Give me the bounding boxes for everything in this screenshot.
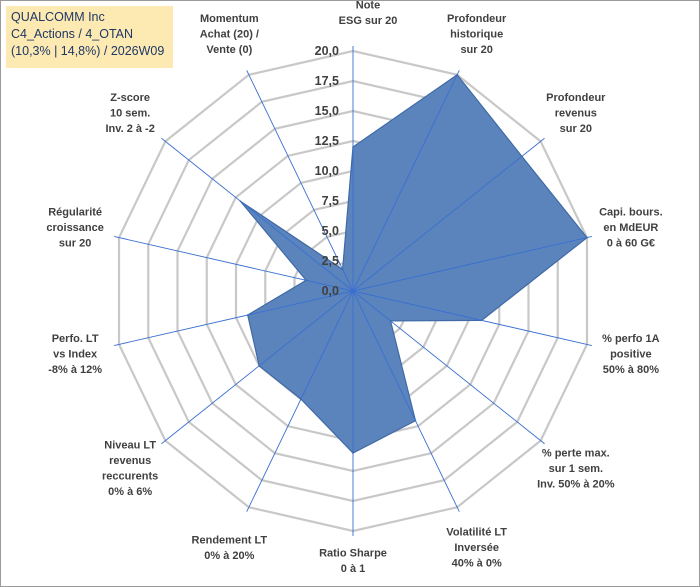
tick-label-2: 5,0 xyxy=(322,224,339,238)
axis-spoke-5 xyxy=(352,290,545,445)
axis-spoke-12 xyxy=(161,137,354,292)
data-point-7 xyxy=(352,452,354,454)
data-point-1 xyxy=(456,73,458,76)
axis-label-line: Perfo. LT xyxy=(52,333,99,345)
axis-spoke-4 xyxy=(352,290,592,346)
axis-spoke-8 xyxy=(246,290,354,512)
axis-label-line: Ratio Sharpe xyxy=(319,548,387,560)
axis-label-line: Profondeur xyxy=(447,13,507,25)
axis-label-line: sur 20 xyxy=(59,237,91,249)
axis-spoke-13 xyxy=(246,70,354,292)
axis-spoke-11 xyxy=(114,236,354,292)
axis-label-line: Profondeur xyxy=(546,92,606,104)
data-point-0 xyxy=(352,146,354,148)
title-stats: (10,3% | 14,8%) / 2026W09 xyxy=(11,44,165,58)
axis-label-3: Capi. bours. en MdEUR 0 à 60 G€ xyxy=(599,206,663,249)
data-point-11 xyxy=(305,279,308,282)
axis-label-line: Achat (20) / xyxy=(200,28,259,40)
axis-label-line: 50% à 80% xyxy=(603,364,659,376)
data-point-8 xyxy=(300,398,302,400)
title-company: QUALCOMM Inc xyxy=(11,10,105,24)
axis-label-9: Niveau LT revenus reccurents 0% à 6% xyxy=(102,440,158,499)
axis-spoke-9 xyxy=(161,290,354,445)
axis-label-line: Inversée xyxy=(454,542,499,554)
axis-label-line: % perfo 1A xyxy=(602,333,660,345)
axis-label-line: sur 20 xyxy=(460,44,492,56)
axis-label-12: Z-score 10 sem. Inv. 2 à -2 xyxy=(106,92,155,135)
axis-label-line: Niveau LT xyxy=(104,440,156,452)
axis-label-line: vs Index xyxy=(53,349,98,361)
data-point-3 xyxy=(586,236,588,239)
axis-label-line: en MdEUR xyxy=(603,222,658,234)
axis-label-line: 0% à 20% xyxy=(204,550,254,562)
axis-spoke-3 xyxy=(352,236,592,292)
data-point-5 xyxy=(389,320,392,322)
data-point-6 xyxy=(414,419,417,422)
tick-label-3: 7,5 xyxy=(322,194,339,208)
axis-spoke-1 xyxy=(352,70,460,292)
axis-label-line: sur 20 xyxy=(560,123,592,135)
tick-label-7: 17,5 xyxy=(315,74,339,88)
axis-label-line: -8% à 12% xyxy=(48,364,102,376)
title-category: C4_Actions / 4_OTAN xyxy=(11,27,134,41)
axis-spoke-6 xyxy=(352,290,460,512)
tick-label-4: 10,0 xyxy=(315,164,339,178)
tick-label-5: 12,5 xyxy=(315,134,339,148)
axis-label-6: Volatilité LT Inversée 40% à 0% xyxy=(446,527,507,570)
axis-label-line: Rendement LT xyxy=(192,534,268,546)
axis-label-line: revenus xyxy=(555,108,597,120)
axis-label-13: Momentum Achat (20) / Vente (0) xyxy=(200,13,259,56)
axis-spoke-2 xyxy=(352,137,545,292)
axis-label-line: Volatilité LT xyxy=(446,527,507,539)
tick-label-8: 20,0 xyxy=(315,44,339,58)
axis-label-line: ESG sur 20 xyxy=(339,15,398,27)
axis-label-line: croissance xyxy=(46,222,103,234)
axis-label-line: 0 à 60 G€ xyxy=(607,237,655,249)
axis-label-4: % perfo 1A positive 50% à 80% xyxy=(602,333,660,376)
tick-label-6: 15,0 xyxy=(315,104,339,118)
axis-label-line: Régularité xyxy=(48,206,102,218)
axis-label-line: sur 1 sem. xyxy=(549,463,603,475)
data-point-12 xyxy=(239,200,242,203)
series-area xyxy=(239,73,588,454)
data-point-13 xyxy=(341,268,344,271)
axis-label-7: Ratio Sharpe 0 à 1 xyxy=(319,548,387,576)
axis-label-line: % perte max. xyxy=(542,447,610,459)
axis-label-line: revenus xyxy=(109,455,151,467)
axis-label-line: reccurents xyxy=(102,471,158,483)
axis-label-line: Note xyxy=(356,0,380,12)
data-point-4 xyxy=(480,319,483,322)
axis-label-line: Capi. bours. xyxy=(599,206,663,218)
chart-title-box: QUALCOMM Inc C4_Actions / 4_OTAN (10,3% … xyxy=(6,6,173,68)
axis-label-2: Profondeur revenus sur 20 xyxy=(546,92,606,135)
data-point-9 xyxy=(258,365,260,367)
axis-label-11: Régularité croissance sur 20 xyxy=(46,206,103,249)
axis-label-0: Note ESG sur 20 xyxy=(339,0,398,27)
axis-label-line: Momentum xyxy=(200,13,259,25)
axis-label-8: Rendement LT 0% à 20% xyxy=(192,534,268,562)
axis-label-line: 0 à 1 xyxy=(341,563,365,575)
tick-label-1: 2,5 xyxy=(322,254,339,268)
tick-label-0: 0,0 xyxy=(322,284,339,298)
axis-label-line: 40% à 0% xyxy=(452,558,502,570)
axis-label-line: historique xyxy=(450,28,503,40)
axis-label-line: Vente (0) xyxy=(206,44,252,56)
axis-spoke-10 xyxy=(114,290,354,346)
axis-label-10: Perfo. LT vs Index -8% à 12% xyxy=(48,333,102,376)
axis-label-5: % perte max. sur 1 sem. Inv. 50% à 20% xyxy=(537,447,615,490)
axis-label-line: Inv. 50% à 20% xyxy=(537,478,615,490)
axis-label-line: 10 sem. xyxy=(110,108,150,120)
data-point-2 xyxy=(521,155,523,158)
axis-label-line: Z-score xyxy=(110,92,150,104)
axis-label-line: 0% à 6% xyxy=(108,486,152,498)
axis-label-line: positive xyxy=(610,349,652,361)
axis-label-1: Profondeur historique sur 20 xyxy=(447,13,507,56)
data-point-10 xyxy=(246,314,249,316)
axis-label-line: Inv. 2 à -2 xyxy=(106,123,155,135)
